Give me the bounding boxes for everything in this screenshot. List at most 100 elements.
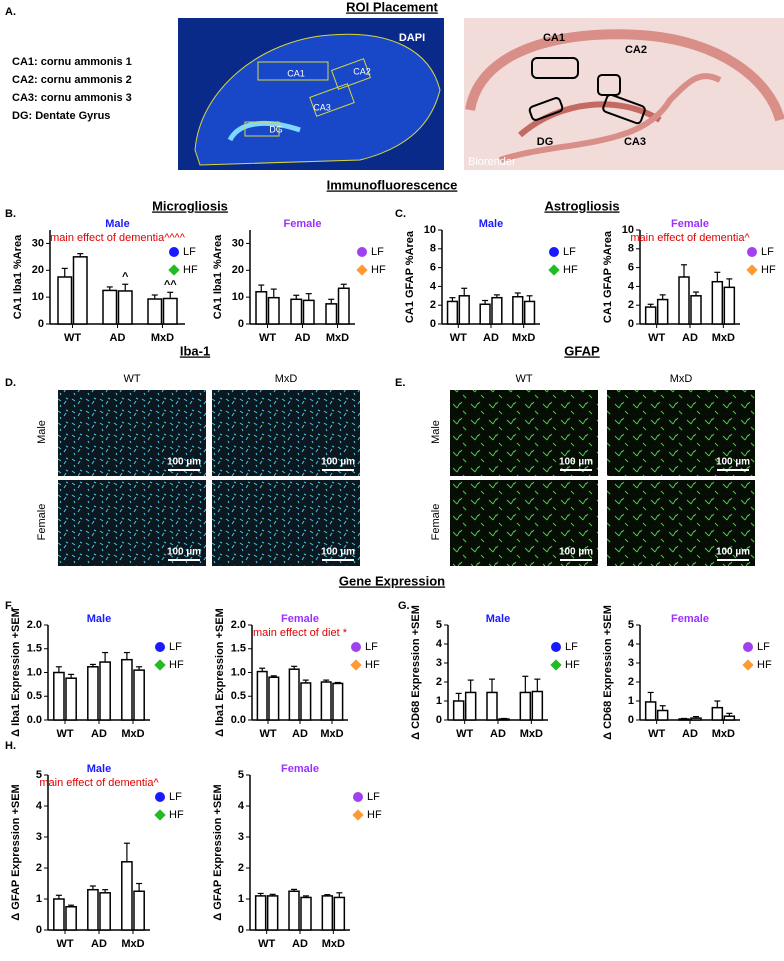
- y-tick-label: 0: [238, 318, 244, 330]
- x-tick-label: WT: [259, 728, 276, 740]
- bar: [147, 298, 163, 325]
- x-tick-label: WT: [64, 332, 81, 344]
- y-tick-label: 1.5: [231, 643, 246, 655]
- y-tick-label: 6: [628, 262, 634, 274]
- dapi-roi: [309, 83, 355, 117]
- legend-marker: [743, 642, 753, 652]
- y-tick-label: 0.5: [231, 690, 246, 702]
- y-tick-label: 0.5: [27, 690, 42, 702]
- y-tick-label: 5: [628, 619, 634, 631]
- legend-marker: [351, 642, 361, 652]
- panel-label: E.: [395, 377, 405, 389]
- bar: [320, 681, 332, 721]
- micrograph: [607, 390, 755, 476]
- y-tick-label: 0: [436, 714, 442, 726]
- bar: [72, 256, 88, 325]
- x-tick-label: AD: [91, 938, 107, 950]
- scale-bar-label: 100 µm: [321, 457, 355, 468]
- y-tick-label: 2: [430, 299, 436, 311]
- legend-label: LF: [367, 791, 380, 803]
- bar: [690, 717, 702, 721]
- legend-label: LF: [169, 641, 182, 653]
- y-axis-label: CA1 GFAP %Area: [404, 230, 416, 323]
- x-tick-label: AD: [483, 332, 499, 344]
- annotation: main effect of dementia^^^^: [50, 232, 186, 244]
- y-tick-label: 5: [436, 619, 442, 631]
- bar: [333, 896, 346, 931]
- y-tick-label: 10: [424, 224, 436, 236]
- roi-definition: DG: Dentate Gyrus: [12, 110, 110, 122]
- bar: [254, 895, 267, 931]
- bar: [723, 286, 736, 325]
- section-label: GFAP: [564, 343, 600, 358]
- y-tick-label: 3: [238, 831, 244, 843]
- schematic-roi: [602, 93, 646, 125]
- legend-marker: [155, 642, 165, 652]
- bar: [519, 691, 532, 721]
- micrograph: [58, 480, 206, 566]
- panel-label: D.: [5, 377, 16, 389]
- legend-label: LF: [563, 246, 576, 258]
- legend-marker: [356, 264, 368, 276]
- bar: [446, 300, 459, 325]
- y-tick-label: 0: [430, 318, 436, 330]
- y-tick-label: 4: [628, 280, 635, 292]
- y-axis-label: Δ GFAP Expression +SEM: [212, 784, 224, 920]
- legend-label: HF: [761, 264, 776, 276]
- chart-title: Male: [87, 763, 111, 775]
- y-tick-label: 1.0: [27, 666, 42, 678]
- panel-label: F.: [5, 600, 14, 612]
- x-tick-label: MxD: [121, 938, 144, 950]
- bar: [321, 895, 334, 931]
- y-axis-label: CA1 Iba1 %Area: [212, 234, 224, 319]
- legend-marker: [352, 809, 364, 821]
- y-tick-label: 3: [436, 657, 442, 669]
- legend-label: HF: [565, 659, 580, 671]
- y-axis-label: CA1 GFAP %Area: [602, 230, 614, 323]
- bar: [531, 690, 544, 721]
- bar: [644, 701, 657, 721]
- schematic-label: CA1: [543, 32, 565, 44]
- bar: [479, 303, 491, 325]
- legend-label: LF: [169, 791, 182, 803]
- legend-label: LF: [365, 641, 378, 653]
- dapi-label: DG: [269, 124, 283, 134]
- y-tick-label: 0: [38, 318, 44, 330]
- annotation: main effect of dementia^: [630, 232, 750, 244]
- legend-marker: [550, 659, 562, 671]
- bar: [117, 290, 133, 325]
- legend-marker: [357, 247, 367, 257]
- y-tick-label: 8: [430, 243, 436, 255]
- x-tick-label: MxD: [326, 332, 349, 344]
- x-tick-label: MxD: [520, 728, 543, 740]
- legend-label: LF: [371, 246, 384, 258]
- y-tick-label: 1.0: [231, 666, 246, 678]
- panel-label: G.: [398, 600, 410, 612]
- x-tick-label: WT: [56, 938, 73, 950]
- bar: [268, 676, 280, 721]
- legend-label: HF: [757, 659, 772, 671]
- scale-bar-label: 100 µm: [716, 457, 750, 468]
- y-tick-label: 0.0: [27, 714, 42, 726]
- chart-title: Female: [281, 763, 319, 775]
- x-tick-label: AD: [490, 728, 506, 740]
- x-tick-label: WT: [456, 728, 473, 740]
- significance: ^^: [164, 279, 177, 291]
- schematic-label: DG: [537, 136, 554, 148]
- x-tick-label: MxD: [712, 332, 735, 344]
- legend-label: HF: [169, 809, 184, 821]
- dapi-dg: [227, 120, 301, 142]
- legend-marker: [742, 659, 754, 671]
- bar: [711, 280, 724, 325]
- bar: [65, 677, 77, 721]
- bar: [162, 297, 178, 325]
- y-axis-label: Δ CD68 Expression +SEM: [410, 605, 422, 740]
- bar: [288, 668, 300, 721]
- scale-bar-label: 100 µm: [321, 547, 355, 558]
- bar: [486, 691, 498, 721]
- scale-bar-label: 100 µm: [167, 457, 201, 468]
- x-tick-label: MxD: [121, 728, 144, 740]
- bar: [464, 691, 477, 721]
- legend-label: HF: [563, 264, 578, 276]
- roi-definition: CA2: cornu ammonis 2: [12, 74, 132, 86]
